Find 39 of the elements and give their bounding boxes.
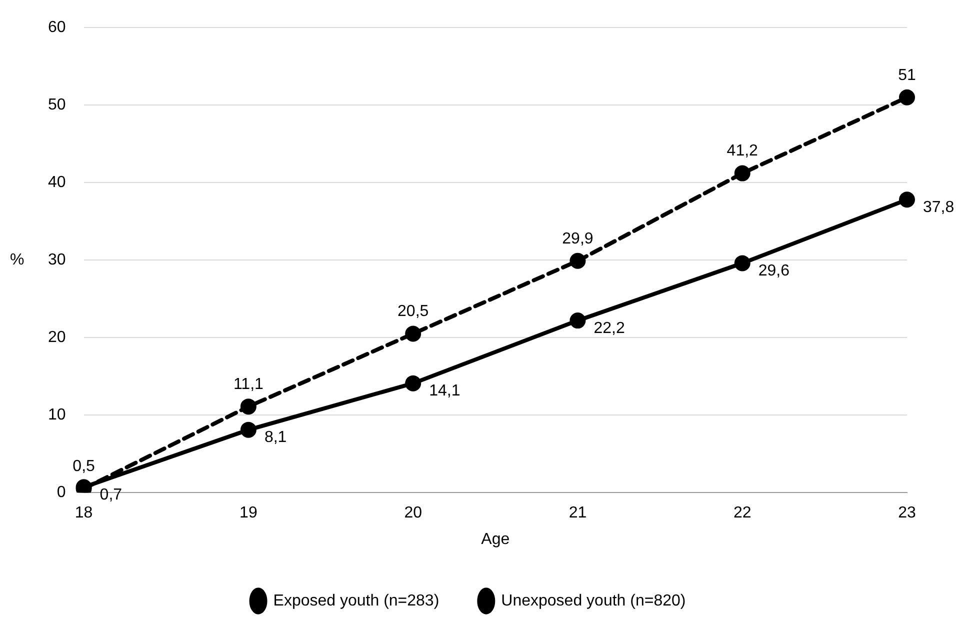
- data-label: 29,9: [562, 230, 594, 248]
- point: [405, 326, 422, 342]
- point: [240, 422, 256, 438]
- y-axis-title: %: [10, 252, 24, 269]
- data-label: 11,1: [233, 376, 264, 393]
- data-label: 51: [898, 66, 916, 84]
- x-tick-label: 21: [568, 504, 587, 522]
- y-tick-label: 20: [48, 329, 66, 346]
- point: [405, 375, 422, 392]
- point: [570, 252, 586, 269]
- x-axis-title: Age: [481, 530, 510, 548]
- x-tick-label: 20: [404, 504, 422, 522]
- data-label: 20,5: [398, 303, 429, 320]
- legend-label: Unexposed youth (n=820): [501, 592, 686, 610]
- data-label: 41,2: [726, 142, 758, 160]
- y-tick-label: 50: [48, 96, 66, 114]
- point: [240, 398, 256, 415]
- data-label: 37,8: [923, 199, 954, 216]
- data-label: 0,7: [100, 486, 122, 504]
- data-label: 14,1: [429, 382, 460, 400]
- point: [734, 255, 750, 272]
- y-tick-label: 40: [48, 174, 66, 192]
- point: [734, 165, 750, 182]
- y-tick-label: 0: [56, 484, 66, 502]
- point: [899, 89, 915, 106]
- x-tick-label: 22: [733, 504, 752, 522]
- data-label: 0,5: [72, 458, 96, 476]
- x-tick-label: 18: [74, 504, 93, 522]
- point: [570, 312, 586, 329]
- y-tick-label: 10: [48, 406, 66, 424]
- point: [899, 192, 915, 208]
- y-tick-label: 30: [48, 252, 66, 269]
- y-tick-label: 60: [48, 19, 66, 36]
- data-label: 22,2: [594, 320, 625, 337]
- data-label: 29,6: [758, 262, 790, 280]
- data-label: 8,1: [264, 429, 287, 446]
- x-tick-label: 23: [898, 504, 916, 522]
- legend-label: Exposed youth (n=283): [273, 592, 440, 610]
- x-tick-label: 19: [240, 504, 258, 522]
